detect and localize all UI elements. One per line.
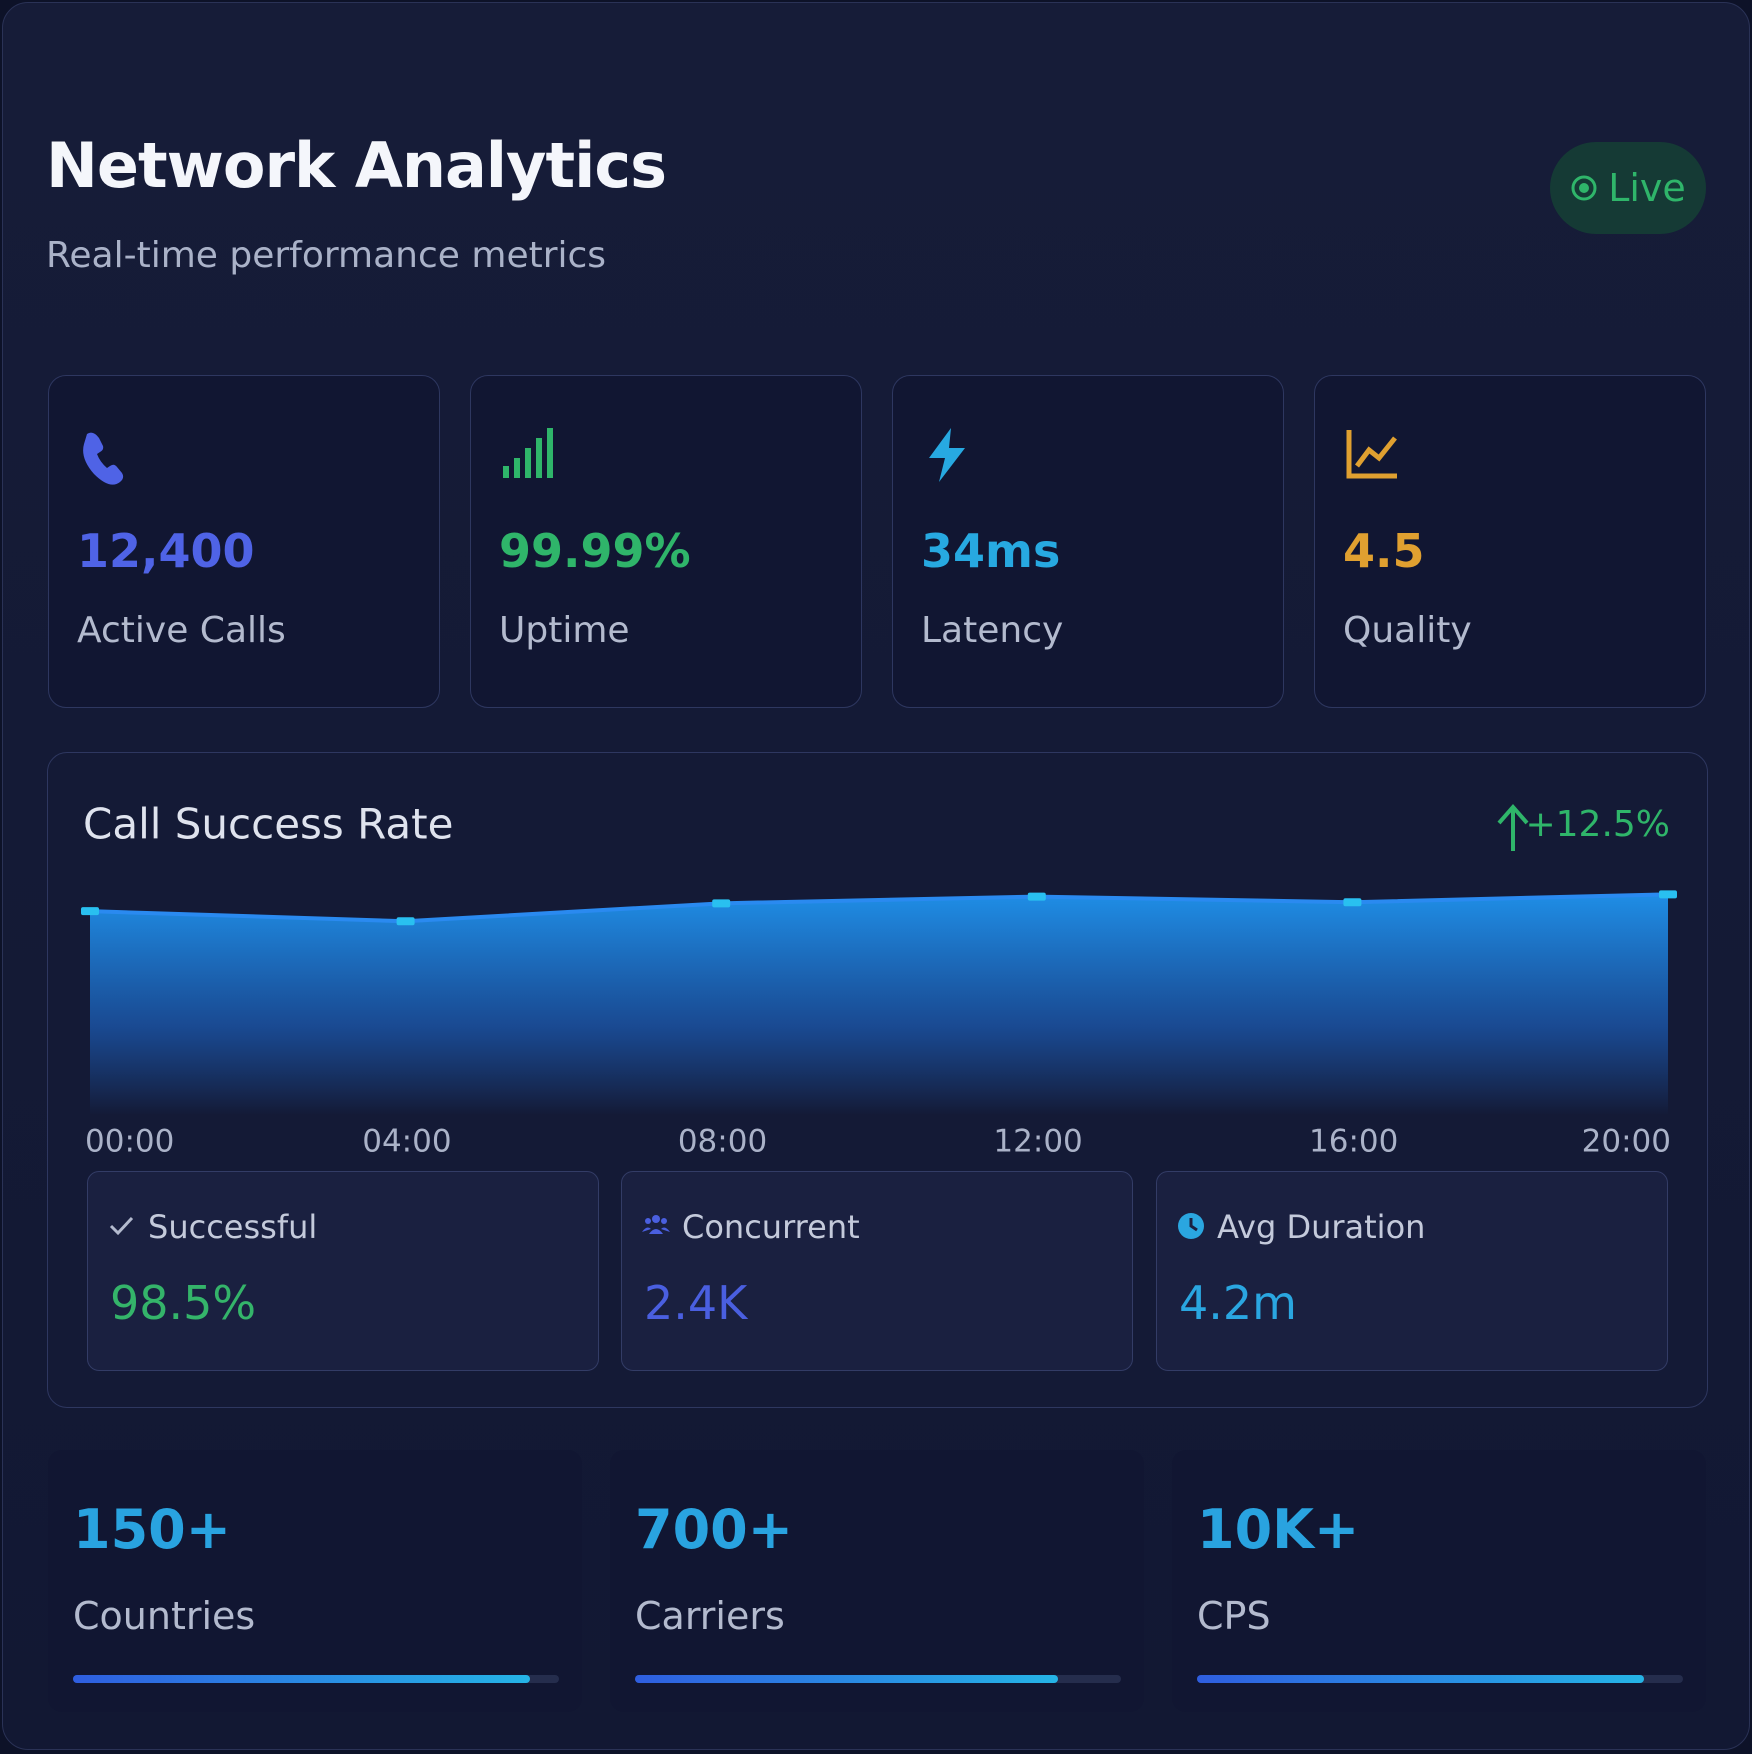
- data-point: [81, 907, 99, 916]
- metric-label: Latency: [921, 610, 1064, 651]
- metric-label: Uptime: [499, 610, 630, 651]
- live-dot: [1571, 175, 1597, 201]
- metric-icon: [503, 428, 553, 478]
- metric-icon: [929, 428, 965, 482]
- page-subtitle: Real-time performance metrics: [46, 235, 607, 276]
- summary-box: Successful 98.5%: [87, 1171, 599, 1371]
- chart: Call Success Rate +12.5% 00:00 04:00 08:00…: [81, 800, 1677, 1160]
- stat-card: 700+ Carriers: [610, 1450, 1144, 1712]
- summary-box: Avg Duration 4.2m: [1156, 1171, 1668, 1371]
- summary-value: 4.2m: [1179, 1276, 1297, 1330]
- summary-icon: [1178, 1213, 1204, 1239]
- live-badge: Live: [1550, 142, 1706, 234]
- summary-box: Concurrent 2.4K: [621, 1171, 1133, 1371]
- metric-card: 99.99% Uptime: [470, 375, 862, 708]
- stat-label: CPS: [1197, 1594, 1271, 1638]
- stat-label: Countries: [73, 1594, 256, 1638]
- chart-change: +12.5%: [1525, 804, 1670, 845]
- summary-label: Avg Duration: [1217, 1208, 1426, 1246]
- metric-value: 99.99%: [499, 524, 691, 578]
- summary-value: 98.5%: [110, 1276, 257, 1330]
- metric-icon: [83, 432, 124, 485]
- stat-value: 10K+: [1197, 1498, 1360, 1561]
- x-tick-label: 00:00: [85, 1124, 174, 1160]
- metric-label: Quality: [1343, 610, 1472, 651]
- metric-value: 12,400: [77, 524, 255, 578]
- summary-label: Concurrent: [682, 1208, 860, 1246]
- x-tick-label: 16:00: [1309, 1124, 1398, 1160]
- metric-value: 4.5: [1343, 524, 1425, 578]
- data-point: [1343, 898, 1362, 907]
- stat-card: 10K+ CPS: [1172, 1450, 1706, 1712]
- area-fill: [90, 894, 1668, 1115]
- progress-bar: [73, 1675, 530, 1683]
- metric-icon: [1346, 430, 1397, 479]
- metric-value: 34ms: [921, 524, 1061, 578]
- page-title: Network Analytics: [46, 129, 667, 202]
- x-tick-label: 04:00: [362, 1124, 451, 1160]
- x-tick-label: 20:00: [1582, 1124, 1671, 1160]
- stat-value: 150+: [73, 1498, 231, 1561]
- progress-bar: [635, 1675, 1058, 1683]
- stat-label: Carriers: [635, 1594, 785, 1638]
- summary-icon: [642, 1215, 670, 1234]
- metric-label: Active Calls: [77, 610, 286, 651]
- up-arrow-icon: [1497, 803, 1529, 851]
- metric-card: 34ms Latency: [892, 375, 1284, 708]
- summary-value: 2.4K: [644, 1276, 748, 1330]
- chart-title: Call Success Rate: [83, 800, 453, 849]
- summary-label: Successful: [148, 1208, 318, 1246]
- stat-card: 150+ Countries: [48, 1450, 582, 1712]
- summary-icon: [109, 1216, 134, 1236]
- data-point: [396, 917, 415, 926]
- badge-text: Live: [1608, 166, 1686, 210]
- data-point: [1659, 890, 1677, 899]
- metric-card: 4.5 Quality: [1314, 375, 1706, 708]
- stat-value: 700+: [635, 1498, 793, 1561]
- area-line: [89, 892, 1669, 924]
- progress-bar: [1197, 1675, 1645, 1683]
- metric-card: 12,400 Active Calls: [48, 375, 440, 708]
- x-tick-label: 12:00: [993, 1124, 1082, 1160]
- data-point: [712, 899, 731, 908]
- data-point: [1027, 892, 1046, 901]
- x-tick-label: 08:00: [678, 1124, 767, 1160]
